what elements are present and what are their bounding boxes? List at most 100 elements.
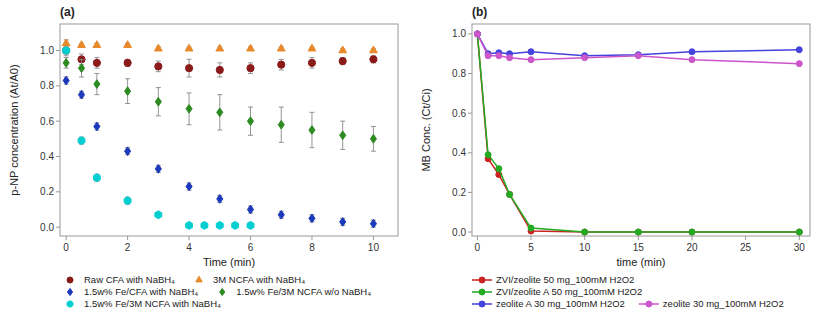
error-bar-cap (156, 87, 161, 88)
error-bar-cap (156, 61, 161, 62)
x-tick-label: 10 (368, 242, 380, 253)
legend-item: zeolite A 30 mg_100mM H2O2 (472, 298, 625, 309)
error-bar-cap (125, 103, 130, 104)
error-bar (340, 218, 345, 225)
y-tick-label: 1.0 (452, 28, 466, 39)
error-bar (248, 206, 253, 213)
data-point (62, 39, 70, 46)
data-point (155, 211, 162, 219)
y-tick (56, 227, 60, 228)
x-tick (745, 236, 746, 240)
legend-item: 1.5w% Fe/CFA with NaBH₄ (67, 286, 198, 297)
x-tick-label: 30 (794, 242, 806, 253)
x-axis-label: Time (min) (203, 256, 255, 268)
error-bar-cap (187, 124, 192, 125)
data-point (247, 221, 254, 229)
error-bar-cap (79, 59, 84, 60)
data-point (485, 152, 491, 158)
data-point (154, 44, 162, 51)
data-point (309, 126, 315, 135)
legend-item: Raw CFA with NaBH₄ (67, 274, 175, 285)
x-tick-label: 0 (63, 242, 69, 253)
legend-item: zeolite 30 mg_100mM H2O2 (639, 298, 784, 309)
y-tick (468, 33, 472, 34)
legend-item: 1.5w% Fe/3M NCFA with NaBH₄ (67, 298, 221, 309)
error-bar (309, 215, 314, 222)
legend-label: 1.5w% Fe/CFA with NaBH₄ (84, 286, 198, 297)
data-point (528, 225, 534, 231)
error-bar (279, 107, 284, 142)
y-axis-label: p-NP concentration (At/A0) (8, 64, 20, 195)
y-tick-label: 0.8 (452, 68, 466, 79)
x-tick-label: 15 (633, 242, 645, 253)
data-point (370, 219, 376, 228)
panel: (a)02468100.00.20.40.60.81.0Time (min)p-… (8, 5, 398, 309)
data-point (689, 49, 695, 55)
legend-label: Raw CFA with NaBH₄ (84, 274, 175, 285)
legend-marker (196, 276, 203, 282)
y-tick-label: 0.4 (452, 147, 466, 158)
legend-label: zeolite 30 mg_100mM H2O2 (663, 298, 784, 309)
x-tick (189, 236, 190, 240)
error-bar (79, 59, 84, 77)
error-bar-cap (279, 107, 284, 108)
y-tick-label: 0.6 (452, 108, 466, 119)
data-point (582, 229, 588, 235)
error-bar-cap (94, 73, 99, 74)
series (62, 39, 377, 53)
error-bar-cap (94, 94, 99, 95)
series-line (477, 34, 799, 64)
error-bar (125, 197, 130, 204)
panel-title: (a) (60, 5, 75, 19)
y-tick-label: 0.2 (40, 186, 54, 197)
data-point (340, 131, 346, 140)
x-tick-label: 6 (248, 242, 254, 253)
data-point (308, 44, 316, 51)
plot-frame (60, 24, 398, 236)
error-bar (64, 47, 69, 54)
error-bar (187, 93, 192, 125)
data-point (247, 65, 254, 72)
plot-area (62, 39, 377, 229)
y-tick (468, 73, 472, 74)
legend-item: 3M NCFA with NaBH₄ (196, 274, 305, 285)
plot-frame (472, 24, 810, 236)
error-bar-cap (279, 142, 284, 143)
error-bar (125, 79, 130, 104)
x-tick (531, 236, 532, 240)
error-bar-cap (156, 115, 161, 116)
data-point (78, 64, 84, 73)
data-point (582, 55, 588, 61)
data-point (63, 47, 70, 54)
data-point (232, 221, 239, 229)
error-bar-cap (248, 107, 253, 108)
data-point (78, 137, 85, 145)
data-point (308, 59, 315, 66)
plot-area (474, 31, 802, 235)
error-bar (371, 126, 376, 151)
x-tick (373, 236, 374, 240)
error-bar (79, 137, 84, 144)
error-bar-cap (94, 57, 99, 58)
data-point (507, 55, 513, 61)
data-point (635, 229, 641, 235)
data-point (186, 104, 192, 113)
data-point (485, 53, 491, 59)
data-point (507, 191, 513, 197)
y-tick-label: 1.0 (40, 45, 54, 56)
data-point (124, 59, 131, 66)
legend: ZVI/zeolite 50 mg_100mM H2O2ZVI/zeolite … (472, 274, 784, 309)
data-point (278, 120, 284, 129)
error-bar-cap (340, 121, 345, 122)
data-point (217, 195, 223, 204)
error-bar-cap (187, 59, 192, 60)
data-point (78, 90, 84, 99)
legend-label: ZVI/zeolite A 50 mg_100mM H2O2 (496, 286, 642, 297)
data-point (689, 57, 695, 63)
data-point (216, 66, 223, 73)
data-point (93, 41, 101, 48)
error-bar (371, 220, 376, 227)
x-tick (311, 236, 312, 240)
x-tick-label: 2 (125, 242, 131, 253)
y-tick (56, 156, 60, 157)
